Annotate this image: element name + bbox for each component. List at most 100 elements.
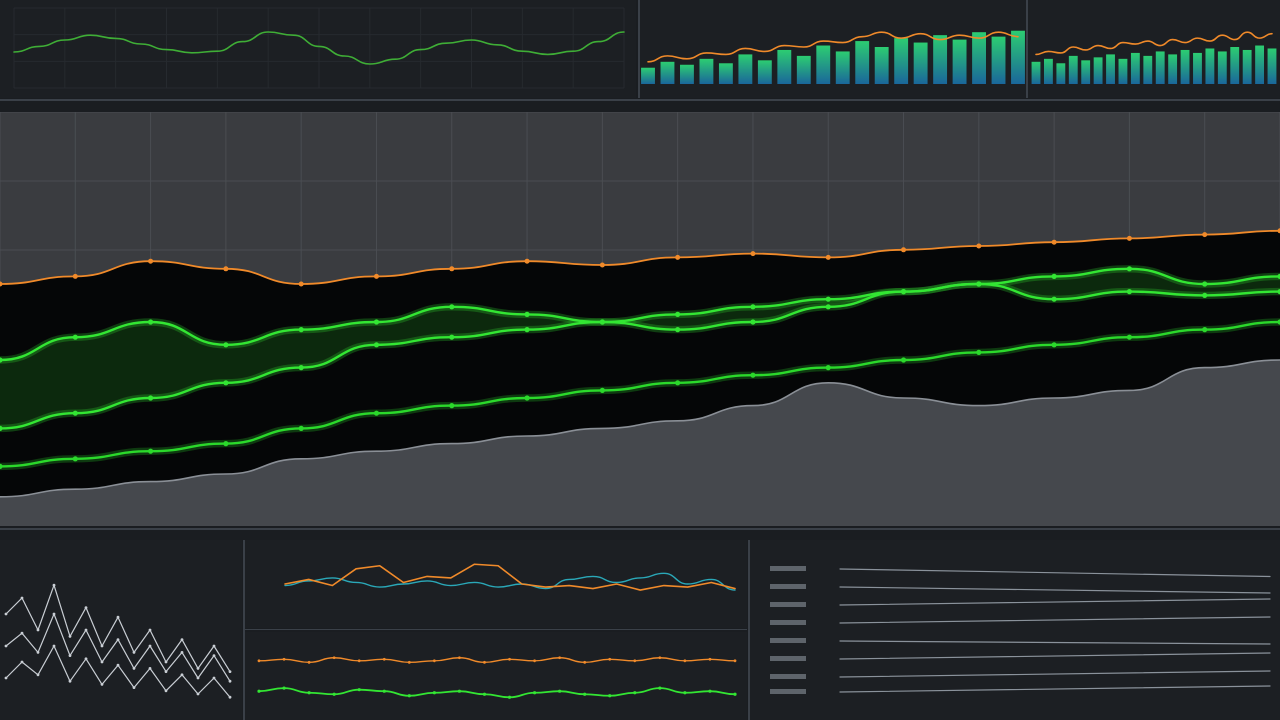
data-point — [976, 281, 982, 287]
data-point — [1051, 239, 1057, 245]
data-point — [0, 425, 3, 431]
data-bar — [796, 55, 811, 84]
data-point — [0, 281, 3, 287]
data-point — [482, 692, 487, 696]
data-bar — [1130, 52, 1140, 84]
series-line — [839, 670, 1271, 678]
data-point — [52, 612, 56, 616]
data-point — [223, 380, 229, 386]
data-point — [223, 342, 229, 348]
main-section-divider — [0, 528, 1280, 530]
top-left-chart-panel — [0, 0, 636, 98]
data-point — [68, 635, 72, 638]
data-bar — [1118, 58, 1128, 84]
data-point — [20, 660, 24, 664]
data-point — [382, 689, 386, 693]
data-point — [733, 659, 737, 663]
data-point — [52, 583, 56, 587]
data-bar — [1043, 58, 1053, 84]
data-point — [228, 670, 232, 673]
data-point — [100, 644, 104, 648]
data-point — [458, 656, 461, 660]
data-point — [357, 659, 361, 663]
data-point — [825, 296, 831, 302]
data-point — [1202, 281, 1208, 287]
data-point — [901, 247, 907, 253]
data-point — [1277, 319, 1280, 325]
data-bar — [680, 64, 694, 84]
data-point — [508, 657, 511, 661]
main-chart-panel — [0, 112, 1280, 526]
grey-base-area — [0, 360, 1280, 526]
series-line — [839, 586, 1271, 594]
data-point — [116, 615, 120, 619]
data-bar — [1081, 60, 1091, 84]
data-point — [180, 651, 184, 654]
data-point — [132, 686, 136, 689]
data-bar — [777, 49, 792, 84]
data-point — [675, 254, 681, 260]
data-point — [257, 659, 261, 663]
data-point — [382, 657, 386, 661]
data-point — [675, 327, 681, 333]
data-bar — [1056, 63, 1066, 84]
data-bar — [1011, 30, 1025, 84]
data-point — [407, 660, 411, 664]
data-point — [132, 651, 136, 654]
data-point — [1202, 232, 1208, 238]
series-line — [839, 685, 1271, 693]
data-point — [825, 304, 831, 310]
data-point — [683, 659, 687, 663]
data-point — [20, 596, 24, 600]
data-point — [675, 311, 681, 317]
data-bar — [1106, 54, 1115, 84]
series-line — [0, 320, 1280, 468]
bottom-right-list-panel — [750, 540, 1280, 720]
bottom-mid-top-chart-panel — [245, 540, 747, 628]
data-point — [307, 691, 311, 695]
data-point — [750, 372, 756, 378]
top-mid-chart-panel — [640, 0, 1026, 98]
data-point — [72, 456, 78, 462]
data-point — [524, 327, 530, 333]
data-point — [1277, 289, 1280, 295]
data-point — [533, 659, 536, 663]
data-point — [196, 676, 200, 680]
bottom-mid-top-line-chart — [284, 563, 736, 591]
data-point — [449, 266, 455, 272]
data-point — [228, 695, 232, 699]
data-bar — [816, 45, 831, 84]
data-point — [900, 357, 907, 363]
data-bar — [1205, 48, 1215, 84]
data-bar — [1031, 61, 1041, 84]
data-point — [196, 667, 200, 670]
data-point — [633, 659, 637, 663]
data-point — [148, 644, 152, 648]
data-point — [36, 628, 40, 632]
data-point — [1277, 228, 1280, 234]
data-point — [212, 654, 216, 657]
data-point — [1126, 266, 1133, 272]
data-bar — [894, 38, 909, 84]
data-point — [708, 657, 712, 661]
data-point — [599, 319, 605, 325]
data-point — [483, 660, 486, 664]
data-point — [72, 410, 78, 416]
data-point — [750, 319, 756, 325]
data-point — [1051, 273, 1057, 279]
series-line — [258, 657, 736, 664]
data-point — [1126, 289, 1133, 295]
data-point — [298, 281, 304, 287]
data-point — [4, 676, 8, 680]
data-bar — [1242, 49, 1252, 84]
bottom-left-chart-panel — [0, 540, 242, 720]
bottom-left-line-chart — [4, 583, 232, 699]
series-line — [839, 616, 1271, 624]
data-point — [212, 644, 216, 648]
data-point — [84, 606, 88, 609]
data-point — [558, 656, 562, 660]
data-point — [373, 342, 380, 348]
data-point — [307, 660, 311, 664]
row-marker — [770, 566, 806, 571]
series-line — [0, 359, 1280, 498]
